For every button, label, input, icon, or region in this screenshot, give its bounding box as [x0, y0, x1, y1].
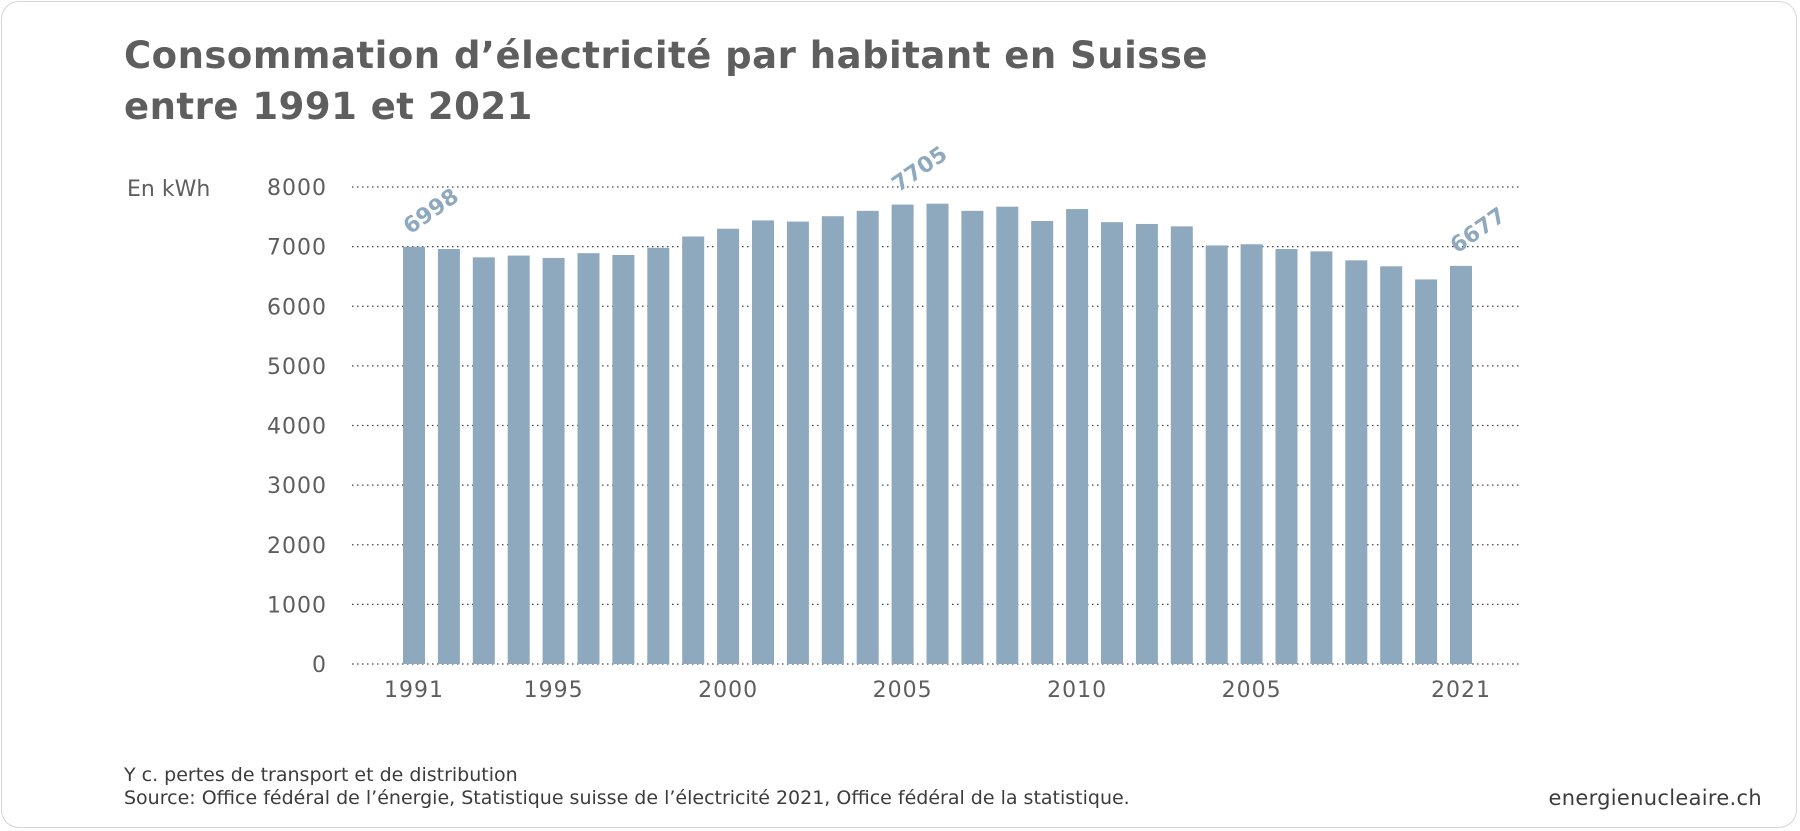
- chart-title-line-2: entre 1991 et 2021: [124, 85, 533, 128]
- x-tick-label: 2000: [698, 678, 758, 703]
- x-axis-ticks: 1991 1995 2000 2005 2010 2005 2021: [384, 678, 1491, 703]
- value-callout: 6998: [399, 184, 463, 240]
- bar-1996: [577, 253, 600, 664]
- bar-2012: [1135, 223, 1158, 664]
- source-note: Source: Office fédéral de l’énergie, Sta…: [124, 787, 1130, 809]
- y-tick-label: 3000: [267, 474, 327, 499]
- bar-1999: [682, 236, 705, 664]
- bar-2014: [1205, 245, 1228, 664]
- bar-2009: [1031, 220, 1054, 664]
- bar-2000: [717, 228, 740, 665]
- value-callout: 6677: [1446, 203, 1510, 259]
- bar-1998: [647, 247, 670, 664]
- bar-2011: [1101, 222, 1123, 664]
- bar-2019: [1380, 266, 1403, 664]
- bar-1994: [507, 255, 530, 664]
- bar-2010: [1066, 209, 1089, 664]
- value-callout: 7705: [888, 142, 952, 198]
- bar-1991: [403, 246, 425, 664]
- x-tick-label: 2005: [1222, 678, 1282, 703]
- x-tick-label: 2021: [1431, 678, 1491, 703]
- value-callouts: 6998 7705 6677: [399, 142, 1510, 259]
- bar-2021: [1450, 265, 1472, 664]
- x-tick-label: 1991: [384, 678, 444, 703]
- bar-2006: [926, 203, 949, 664]
- bar-2003: [821, 216, 844, 664]
- y-tick-label: 6000: [267, 295, 327, 320]
- y-axis-ticks: 0 1000 2000 3000 4000 5000 6000 7000 8000: [267, 176, 327, 678]
- brand-link[interactable]: energienucleaire.ch: [1548, 786, 1762, 810]
- bar-1993: [472, 257, 495, 664]
- x-tick-label: 2010: [1047, 678, 1107, 703]
- chart-title-line-1: Consommation d’électricité par habitant …: [124, 34, 1208, 77]
- chart-title: Consommation d’électricité par habitant …: [124, 30, 1208, 132]
- bar-2013: [1170, 226, 1193, 665]
- bar-1997: [612, 254, 635, 664]
- y-tick-label: 0: [312, 653, 327, 678]
- bar-2017: [1310, 251, 1333, 664]
- bar-2018: [1345, 260, 1368, 664]
- x-tick-label: 1995: [524, 678, 584, 703]
- y-axis-unit-label: En kWh: [127, 177, 210, 202]
- bar-2005: [891, 204, 914, 665]
- bar-2015: [1240, 244, 1263, 665]
- y-tick-label: 7000: [267, 236, 327, 261]
- y-tick-label: 8000: [267, 176, 327, 201]
- bar-2008: [996, 206, 1019, 664]
- footnote: Y c. pertes de transport et de distribut…: [124, 764, 518, 786]
- y-tick-label: 1000: [267, 593, 327, 618]
- bar-1992: [437, 249, 460, 664]
- bar-2020: [1415, 279, 1438, 664]
- y-tick-label: 5000: [267, 355, 327, 380]
- bar-2016: [1275, 249, 1298, 664]
- x-tick-label: 2005: [873, 678, 933, 703]
- bars: [403, 203, 1472, 665]
- y-tick-label: 2000: [267, 534, 327, 559]
- bar-2001: [752, 220, 774, 664]
- bar-1995: [542, 257, 565, 664]
- bar-chart: En kWh 0 1000 2000 3000 4000 5000 6000 7000 8000…: [127, 142, 1522, 703]
- bar-2007: [961, 210, 984, 664]
- bar-2004: [856, 210, 879, 664]
- y-tick-label: 4000: [267, 415, 327, 440]
- bar-2002: [786, 221, 809, 664]
